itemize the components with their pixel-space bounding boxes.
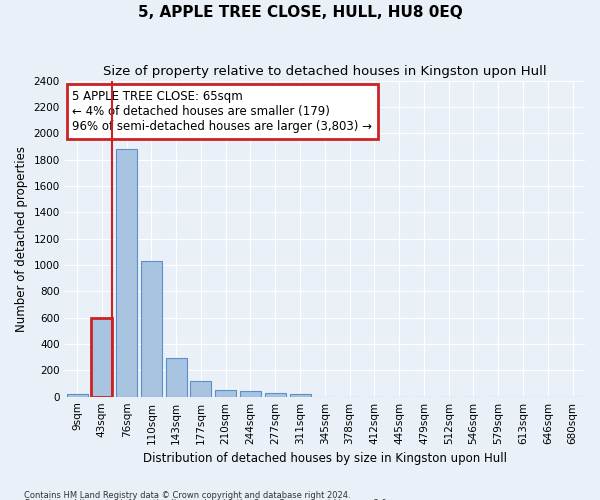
Text: Contains public sector information licensed under the Open Government Licence v3: Contains public sector information licen… [24,499,389,500]
Bar [67,394,88,396]
Text: 5, APPLE TREE CLOSE, HULL, HU8 0EQ: 5, APPLE TREE CLOSE, HULL, HU8 0EQ [137,5,463,20]
Bar [215,390,236,396]
Bar [190,381,211,396]
Bar [141,261,162,396]
Bar [91,318,112,396]
X-axis label: Distribution of detached houses by size in Kingston upon Hull: Distribution of detached houses by size … [143,452,507,465]
Bar [265,392,286,396]
Bar [290,394,311,396]
Title: Size of property relative to detached houses in Kingston upon Hull: Size of property relative to detached ho… [103,65,547,78]
Text: Contains HM Land Registry data © Crown copyright and database right 2024.: Contains HM Land Registry data © Crown c… [24,490,350,500]
Y-axis label: Number of detached properties: Number of detached properties [15,146,28,332]
Text: 5 APPLE TREE CLOSE: 65sqm
← 4% of detached houses are smaller (179)
96% of semi-: 5 APPLE TREE CLOSE: 65sqm ← 4% of detach… [73,90,373,133]
Bar [240,392,261,396]
Bar [116,149,137,396]
Bar [166,358,187,397]
